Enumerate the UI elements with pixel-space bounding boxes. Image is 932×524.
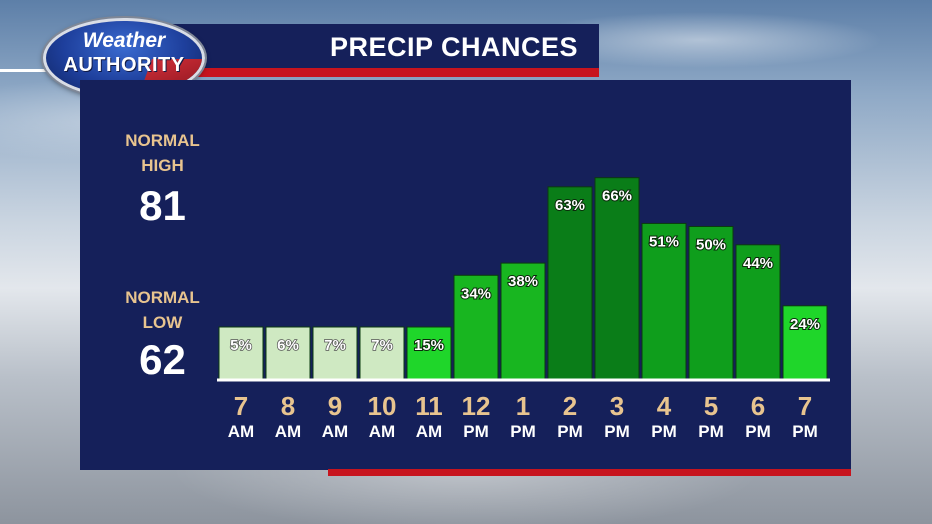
x-tick-labels-layer: 7AM8AM9AM10AM11AM12PM1PM2PM3PM4PM5PM6PM7… — [228, 391, 818, 441]
bar-1 — [218, 326, 264, 380]
bars-layer — [218, 177, 828, 380]
x-tick-hour-5: 11 — [415, 391, 443, 421]
x-tick-hour-10: 4 — [657, 391, 672, 421]
logo-line-authority: AUTHORITY — [63, 54, 185, 76]
x-tick-ampm-7: PM — [510, 422, 536, 441]
x-tick-ampm-2: AM — [275, 422, 301, 441]
x-tick-hour-7: 1 — [516, 391, 530, 421]
title-banner — [165, 24, 599, 68]
x-tick-hour-11: 5 — [704, 391, 718, 421]
panel-red-stripe — [328, 469, 851, 476]
bar-3 — [312, 326, 358, 380]
normal-low-label-line2: LOW — [142, 313, 183, 332]
bar-11 — [688, 226, 734, 380]
x-tick-hour-2: 8 — [281, 391, 295, 421]
bar-value-label-13: 24% — [790, 316, 820, 333]
x-tick-ampm-3: AM — [322, 422, 348, 441]
title-red-stripe — [195, 68, 599, 77]
x-tick-ampm-12: PM — [745, 422, 771, 441]
normal-high-label-line2: HIGH — [141, 156, 184, 175]
bar-7 — [500, 262, 546, 380]
bar-value-label-2: 6% — [277, 337, 299, 354]
x-tick-hour-9: 3 — [610, 391, 624, 421]
bar-6 — [453, 274, 499, 380]
x-tick-ampm-4: AM — [369, 422, 395, 441]
bar-value-label-5: 15% — [414, 337, 444, 354]
normal-low-value: 62 — [139, 336, 186, 383]
normal-high-label-line1: NORMAL — [125, 131, 200, 150]
bar-8 — [547, 186, 593, 380]
bar-value-label-4: 7% — [371, 337, 393, 354]
x-tick-ampm-9: PM — [604, 422, 630, 441]
bar-value-label-6: 34% — [461, 285, 491, 302]
x-tick-ampm-8: PM — [557, 422, 583, 441]
x-tick-hour-13: 7 — [798, 391, 812, 421]
bar-5 — [406, 326, 452, 380]
normal-high-value: 81 — [139, 182, 186, 229]
bar-value-label-8: 63% — [555, 197, 585, 214]
bar-10 — [641, 222, 687, 380]
x-tick-hour-8: 2 — [563, 391, 577, 421]
page-title: PRECIP CHANCES — [330, 32, 579, 62]
bar-value-label-11: 50% — [696, 237, 726, 254]
x-tick-hour-12: 6 — [751, 391, 765, 421]
bar-value-label-12: 44% — [743, 255, 773, 272]
x-tick-ampm-1: AM — [228, 422, 254, 441]
bar-value-label-9: 66% — [602, 188, 632, 205]
x-tick-ampm-6: PM — [463, 422, 489, 441]
x-tick-ampm-5: AM — [416, 422, 442, 441]
normal-low-label-line1: NORMAL — [125, 288, 200, 307]
bar-value-label-7: 38% — [508, 273, 538, 290]
bar-12 — [735, 244, 781, 380]
bar-9 — [594, 177, 640, 380]
x-tick-ampm-11: PM — [698, 422, 724, 441]
logo-line-weather: Weather — [82, 29, 166, 52]
bar-2 — [265, 326, 311, 380]
bar-value-label-10: 51% — [649, 233, 679, 250]
bar-value-label-1: 5% — [230, 337, 252, 354]
x-tick-hour-4: 10 — [368, 391, 397, 421]
x-tick-ampm-13: PM — [792, 422, 818, 441]
header-accent-line — [0, 69, 60, 72]
bar-value-label-3: 7% — [324, 337, 346, 354]
x-tick-hour-6: 12 — [462, 391, 491, 421]
value-labels-layer: 5% 6% 7% 7% 15% 34% 38% 63% 66% 51% 50% 44% 24% — [229, 187, 821, 355]
x-tick-hour-1: 7 — [234, 391, 248, 421]
bar-13 — [782, 305, 828, 380]
x-tick-ampm-10: PM — [651, 422, 677, 441]
x-tick-hour-3: 9 — [328, 391, 342, 421]
